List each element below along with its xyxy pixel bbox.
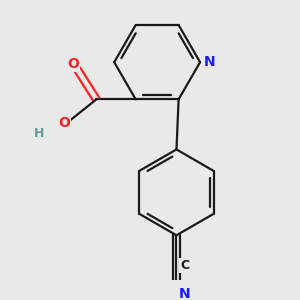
Text: O: O xyxy=(67,57,79,71)
Text: O: O xyxy=(58,116,70,130)
Text: H: H xyxy=(34,127,44,140)
Text: C: C xyxy=(181,259,190,272)
Text: N: N xyxy=(179,287,191,300)
Text: N: N xyxy=(204,55,215,69)
